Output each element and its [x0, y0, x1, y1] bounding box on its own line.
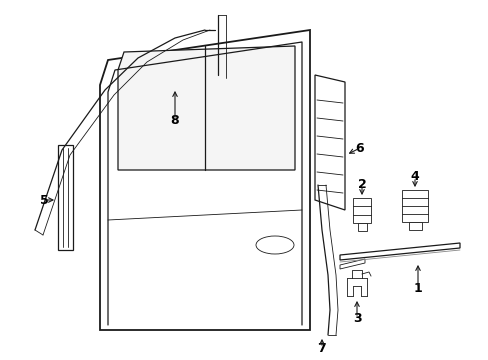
Text: 8: 8: [170, 113, 179, 126]
Bar: [408, 222, 421, 230]
Bar: [357, 223, 366, 231]
Polygon shape: [339, 243, 459, 260]
Polygon shape: [314, 75, 345, 210]
Text: 2: 2: [357, 179, 366, 192]
Polygon shape: [100, 30, 309, 330]
Bar: [352, 198, 370, 223]
Text: 4: 4: [410, 171, 419, 184]
Text: 1: 1: [413, 282, 422, 294]
Ellipse shape: [256, 236, 293, 254]
Text: 7: 7: [317, 342, 325, 355]
Text: 3: 3: [352, 311, 361, 324]
Text: 6: 6: [355, 141, 364, 154]
Polygon shape: [118, 46, 294, 170]
Text: 5: 5: [40, 194, 48, 207]
Polygon shape: [339, 259, 364, 269]
Polygon shape: [58, 145, 73, 250]
Bar: [401, 190, 427, 222]
